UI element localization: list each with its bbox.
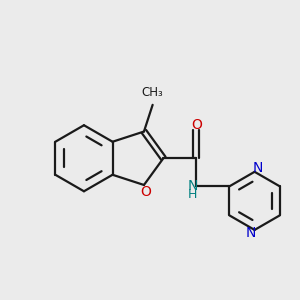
Text: N: N <box>187 179 198 193</box>
Text: O: O <box>140 184 151 199</box>
Text: N: N <box>246 226 256 240</box>
Text: H: H <box>188 188 197 201</box>
Text: N: N <box>253 161 263 176</box>
Text: CH₃: CH₃ <box>142 86 164 99</box>
Text: O: O <box>191 118 202 132</box>
